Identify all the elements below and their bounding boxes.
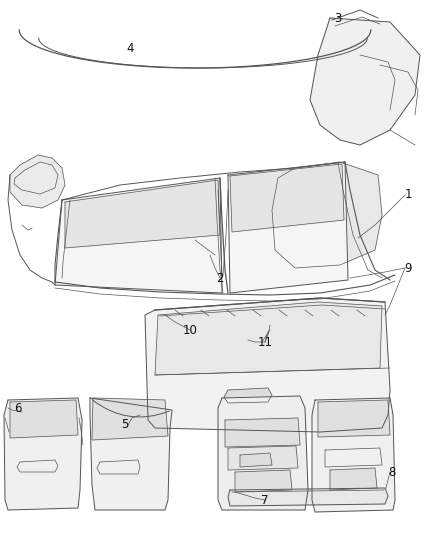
Text: 1: 1: [404, 189, 412, 201]
Polygon shape: [272, 162, 382, 268]
Polygon shape: [4, 398, 82, 510]
Polygon shape: [65, 180, 220, 248]
Polygon shape: [330, 468, 377, 490]
Polygon shape: [10, 155, 65, 208]
Polygon shape: [310, 18, 420, 145]
Text: 2: 2: [216, 271, 224, 285]
Text: 5: 5: [121, 418, 129, 432]
Text: 10: 10: [183, 324, 198, 336]
Polygon shape: [224, 388, 272, 403]
Polygon shape: [228, 446, 298, 470]
Polygon shape: [228, 162, 348, 293]
Polygon shape: [240, 453, 272, 467]
Polygon shape: [225, 418, 300, 447]
Polygon shape: [235, 470, 292, 492]
Text: 4: 4: [126, 42, 134, 54]
Polygon shape: [90, 398, 172, 510]
Text: 8: 8: [389, 465, 396, 479]
Polygon shape: [312, 398, 395, 512]
Polygon shape: [318, 400, 390, 437]
Text: 6: 6: [14, 401, 22, 415]
Polygon shape: [10, 400, 78, 438]
Polygon shape: [228, 488, 388, 506]
Polygon shape: [155, 302, 382, 375]
Polygon shape: [92, 398, 168, 440]
Polygon shape: [218, 396, 308, 510]
Text: 3: 3: [334, 12, 342, 25]
Polygon shape: [230, 164, 344, 232]
Polygon shape: [55, 178, 222, 293]
Text: 9: 9: [404, 262, 412, 274]
Text: 7: 7: [261, 494, 269, 506]
Text: 11: 11: [258, 335, 272, 349]
Polygon shape: [145, 298, 390, 432]
